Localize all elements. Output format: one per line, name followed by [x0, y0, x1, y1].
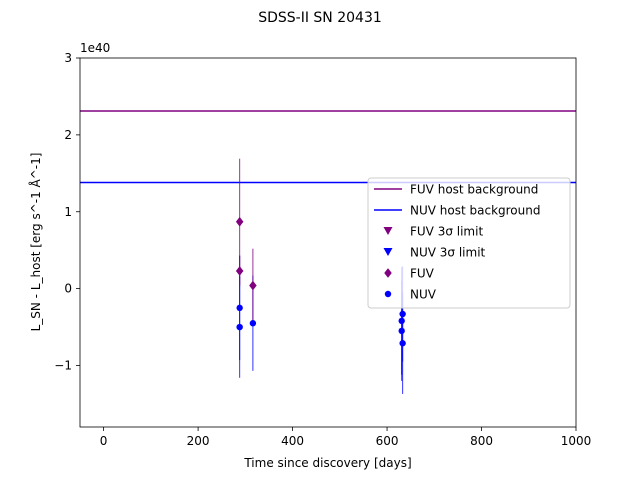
fuv-point-1	[235, 266, 244, 276]
y-tick-label-1: 1	[64, 205, 72, 219]
y-offset-label: 1e40	[80, 41, 110, 55]
y-tick-label-3: 3	[64, 51, 72, 65]
fuv-point-0	[235, 216, 244, 227]
legend-label-fuv-host-background: FUV host background	[410, 183, 538, 197]
x-tick-label-400: 400	[281, 434, 304, 448]
y-tick-label--1: −1	[54, 359, 72, 373]
x-tick-label-1000: 1000	[561, 434, 592, 448]
fuv-point-2	[249, 280, 257, 291]
x-axis-label: Time since discovery [days]	[243, 456, 411, 470]
x-tick-label-600: 600	[376, 434, 399, 448]
nuv-point-3	[399, 310, 406, 318]
nuv-point-5	[398, 327, 405, 335]
plot-frame	[79, 57, 577, 428]
y-tick-label-0: 0	[64, 282, 72, 296]
y-axis-ticks: −1 0 1 2 3	[54, 51, 80, 373]
legend-label-fuv-3sigma-limit: FUV 3σ limit	[410, 225, 483, 239]
legend-swatch-fuv-3sigma-limit	[383, 227, 393, 235]
nuv-point-2	[249, 320, 257, 327]
x-tick-label-200: 200	[187, 434, 210, 448]
y-tick-label-2: 2	[64, 128, 72, 142]
legend-swatch-fuv	[384, 268, 392, 278]
chart-title: SDSS-II SN 20431	[258, 10, 382, 26]
nuv-point-0	[236, 304, 243, 312]
x-axis-ticks: 0 200 400 600 800 1000	[100, 427, 591, 448]
data-markers	[235, 216, 406, 347]
x-tick-label-800: 800	[470, 434, 493, 448]
legend-box	[367, 177, 571, 309]
nuv-point-1	[236, 323, 243, 331]
legend-label-fuv: FUV	[410, 267, 435, 281]
legend-label-nuv-host-background: NUV host background	[410, 204, 540, 218]
legend-swatch-nuv	[384, 290, 392, 298]
nuv-point-4	[398, 317, 405, 325]
legend-label-nuv-3sigma-limit: NUV 3σ limit	[410, 246, 486, 260]
x-tick-label-0: 0	[100, 434, 108, 448]
nuv-point-6	[399, 340, 406, 347]
legend: FUV host background NUV host background FU…	[367, 177, 571, 309]
legend-swatch-nuv-3sigma-limit	[383, 248, 393, 256]
legend-label-nuv: NUV	[410, 288, 437, 302]
y-axis-label: L_SN - L_host [erg s^-1 Å^-1]	[28, 153, 43, 332]
